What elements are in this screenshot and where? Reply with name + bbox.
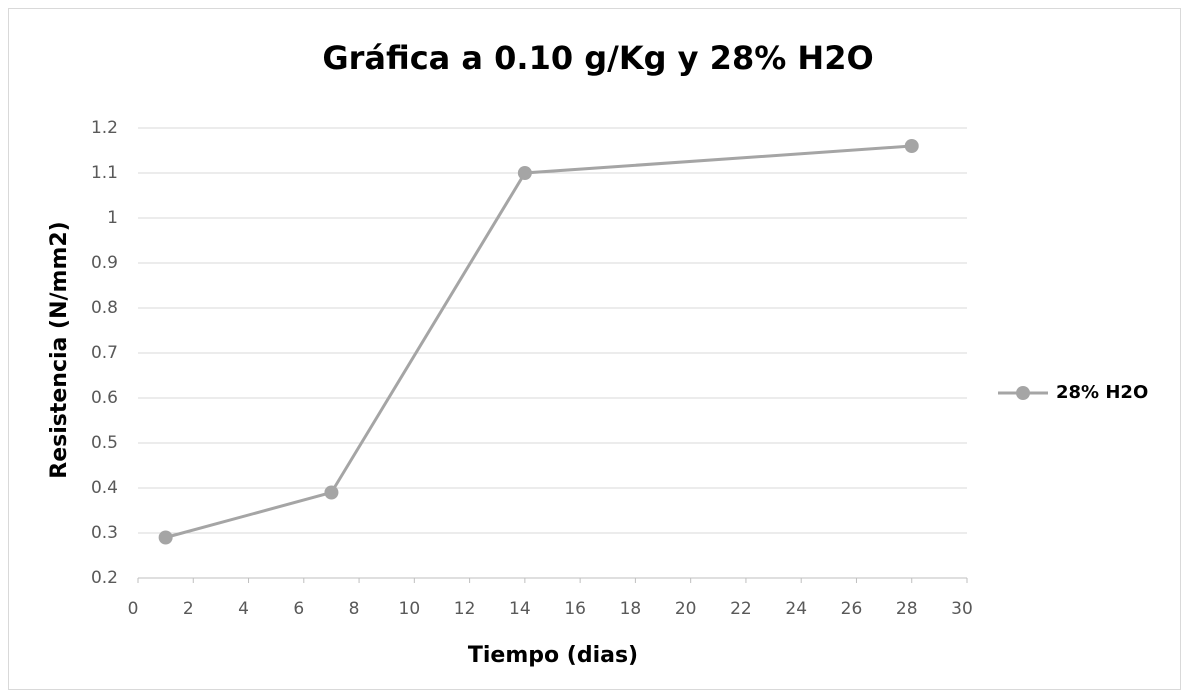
y-axis-label: Resistencia (N/mm2) [47, 221, 72, 479]
y-tick-label: 0.9 [91, 253, 118, 273]
x-tick-label: 2 [183, 599, 194, 619]
y-tick-label: 0.6 [91, 388, 118, 408]
x-tick-label: 14 [509, 599, 531, 619]
y-tick-label: 0.7 [91, 343, 118, 363]
x-tick-label: 8 [349, 599, 360, 619]
legend-label: 28% H2O [1056, 382, 1148, 403]
x-tick-label: 26 [841, 599, 863, 619]
chart-frame [8, 8, 1181, 690]
x-tick-label: 22 [730, 599, 752, 619]
x-tick-label: 28 [896, 599, 918, 619]
y-tick-label: 1.1 [91, 163, 118, 183]
y-tick-label: 0.4 [91, 478, 118, 498]
x-tick-label: 20 [675, 599, 697, 619]
x-tick-label: 10 [399, 599, 421, 619]
y-tick-label: 0.5 [91, 433, 118, 453]
x-tick-label: 6 [293, 599, 304, 619]
y-tick-label: 0.8 [91, 298, 118, 318]
x-tick-label: 16 [564, 599, 586, 619]
x-tick-label: 18 [620, 599, 642, 619]
data-line [165, 144, 912, 539]
x-tick-label: 0 [128, 599, 139, 619]
y-tick-label: 1 [107, 208, 118, 228]
x-tick-label: 12 [454, 599, 476, 619]
x-tick-label: 4 [238, 599, 249, 619]
data-point [904, 139, 919, 153]
data-point [517, 166, 532, 180]
x-tick-label: 24 [785, 599, 807, 619]
data-point [158, 530, 173, 545]
chart-title: Gráfica a 0.10 g/Kg y 28% H2O [322, 39, 873, 77]
x-tick-label: 30 [951, 599, 973, 619]
legend-marker [1016, 386, 1030, 400]
data-point [324, 485, 339, 500]
y-tick-label: 0.2 [91, 568, 118, 588]
y-tick-label: 1.2 [91, 118, 118, 138]
y-tick-label: 0.3 [91, 523, 118, 543]
x-axis-label: Tiempo (dias) [468, 643, 638, 668]
